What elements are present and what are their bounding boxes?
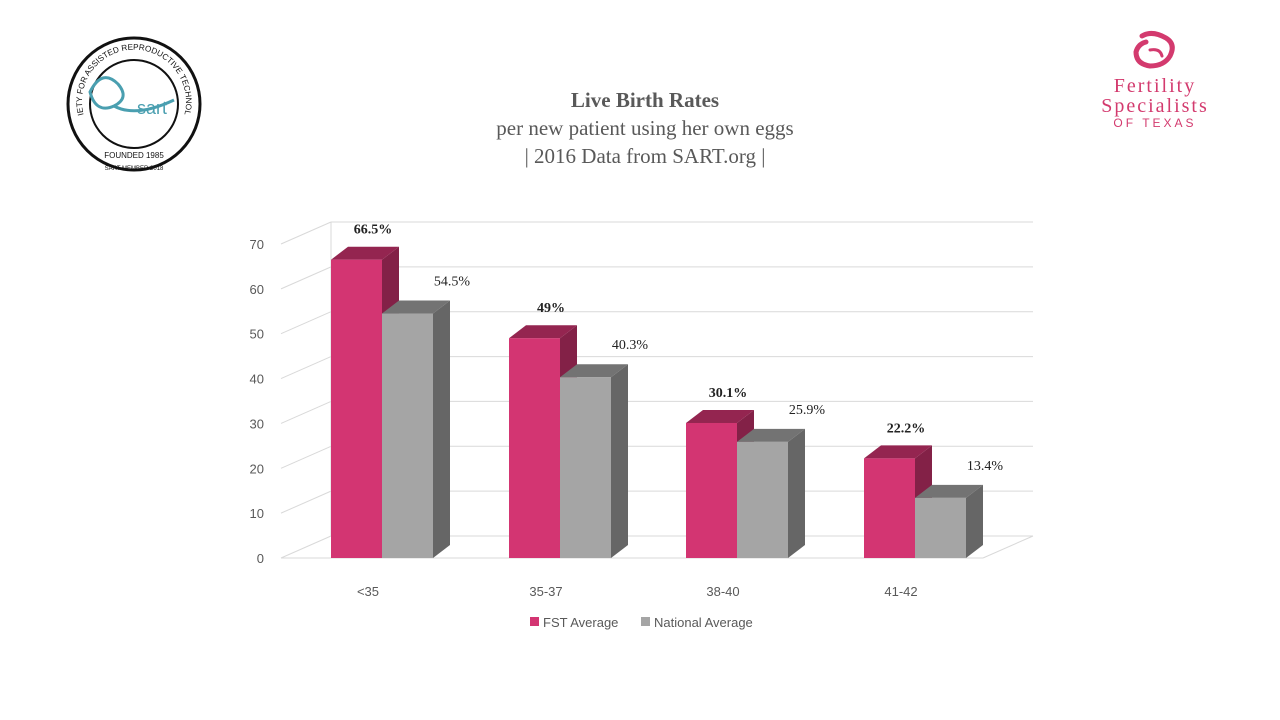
y-tick-label: 30 xyxy=(250,416,264,431)
gridline-side xyxy=(280,400,332,424)
gridline-side xyxy=(280,445,332,469)
fst-line2: Specialists xyxy=(1101,95,1209,117)
y-tick-label: 0 xyxy=(257,551,264,566)
fst-hands-icon xyxy=(1133,30,1175,69)
x-axis-labels: <35 35-37 38-40 41-42 xyxy=(357,584,918,599)
legend-label: National Average xyxy=(654,615,753,630)
sart-inner-ring xyxy=(89,59,179,149)
bar-national-0 xyxy=(382,300,450,558)
data-label-national-0: 54.5% xyxy=(434,275,471,290)
chart-title: Live Birth Rates xyxy=(570,88,720,112)
gridline-side xyxy=(280,535,332,559)
y-tick-label: 20 xyxy=(250,461,264,476)
data-labels: 66.5% 54.5% 49% 40.3% 30.1% 25.9% 22.2% 13.4% xyxy=(354,223,1004,474)
data-label-fst-0: 66.5% xyxy=(354,223,393,238)
x-tick-label: 35-37 xyxy=(529,584,562,599)
chart-source: | 2016 Data from SART.org | xyxy=(524,144,766,168)
y-axis-labels: 0 10 20 30 40 50 60 70 xyxy=(250,237,264,566)
chart-bars xyxy=(331,246,983,558)
sart-member: SART MEMBER 2018 xyxy=(105,166,164,172)
legend-swatch xyxy=(530,617,539,626)
sart-logo: sart FOUNDED 1985 SART MEMBER 2018 SOCIE… xyxy=(66,36,202,172)
gridline-side xyxy=(280,266,332,290)
data-label-national-2: 25.9% xyxy=(789,403,826,418)
sart-wordmark: sart xyxy=(137,98,167,118)
y-tick-label: 60 xyxy=(250,282,264,297)
x-tick-label: <35 xyxy=(357,584,379,599)
sart-founded: FOUNDED 1985 xyxy=(104,151,164,160)
data-label-national-3: 13.4% xyxy=(967,459,1004,474)
data-label-fst-3: 22.2% xyxy=(887,421,926,436)
data-label-fst-1: 49% xyxy=(537,301,565,316)
fst-line3: OF TEXAS xyxy=(1113,116,1197,130)
chart-subtitle: per new patient using her own eggs xyxy=(496,116,794,140)
gridline-side xyxy=(280,311,332,335)
y-tick-label: 10 xyxy=(250,506,264,521)
data-label-fst-2: 30.1% xyxy=(709,386,748,401)
y-tick-label: 40 xyxy=(250,372,264,387)
sart-swoosh-icon xyxy=(113,98,175,113)
y-tick-label: 50 xyxy=(250,327,264,342)
bar-national-1 xyxy=(560,364,628,558)
chart-title-block: Live Birth Rates per new patient using h… xyxy=(420,86,870,170)
bar-national-3 xyxy=(915,484,983,558)
fst-logo: Fertility Specialists OF TEXAS xyxy=(1080,30,1230,140)
sart-swirl-icon xyxy=(88,76,125,110)
bar-national-2 xyxy=(737,428,805,558)
chart-legend: FST Average National Average xyxy=(530,615,753,630)
y-tick-label: 70 xyxy=(250,237,264,252)
legend-swatch xyxy=(641,617,650,626)
x-tick-label: 41-42 xyxy=(884,584,917,599)
fst-line1: Fertility xyxy=(1113,75,1197,97)
legend-label: FST Average xyxy=(543,615,618,630)
gridline-side xyxy=(280,490,332,514)
data-label-national-1: 40.3% xyxy=(612,338,649,353)
x-tick-label: 38-40 xyxy=(706,584,739,599)
gridline-side xyxy=(280,356,332,380)
gridline-side xyxy=(280,221,332,245)
floor-right xyxy=(982,535,1034,559)
